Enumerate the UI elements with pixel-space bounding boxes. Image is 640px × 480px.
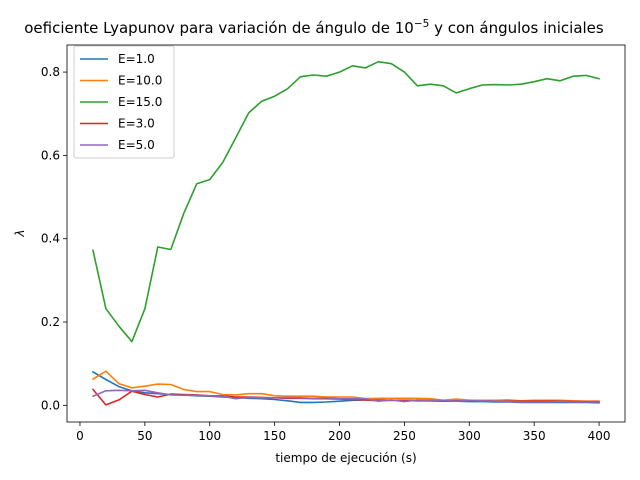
chart-title: oeficiente Lyapunov para variación de án… <box>24 18 604 37</box>
y-tick-label: 0.6 <box>41 148 60 162</box>
legend-label-e-10-0: E=10.0 <box>118 74 162 88</box>
legend-label-e-3-0: E=3.0 <box>118 117 155 131</box>
y-axis-label: λ <box>13 229 27 237</box>
x-tick-label: 150 <box>263 429 286 443</box>
x-axis-label: tiempo de ejecución (s) <box>275 451 416 465</box>
y-tick-label: 0.2 <box>41 315 60 329</box>
y-axis-ticks: 0.0 0.2 0.4 0.6 0.8 <box>41 65 67 412</box>
plot-lines <box>91 60 600 406</box>
chart-title-suffix: y con ángulos iniciales <box>429 19 604 37</box>
x-tick-label: 200 <box>328 429 351 443</box>
x-axis-ticks: 0 50 100 150 200 250 300 350 400 <box>76 422 610 443</box>
series-line-e-5-0 <box>91 389 600 403</box>
x-tick-label: 50 <box>137 429 152 443</box>
x-tick-label: 100 <box>198 429 221 443</box>
legend-label-e-1-0: E=1.0 <box>118 52 155 66</box>
legend: E=1.0 E=10.0 E=15.0 E=3.0 E=5.0 <box>73 45 175 159</box>
y-tick-label: 0.8 <box>41 65 60 79</box>
plot-frame <box>66 44 626 423</box>
legend-box <box>73 45 175 159</box>
x-tick-label: 250 <box>393 429 416 443</box>
x-tick-label: 400 <box>588 429 611 443</box>
y-tick-label: 0.0 <box>41 398 60 412</box>
x-tick-label: 300 <box>458 429 481 443</box>
x-tick-label: 0 <box>76 429 84 443</box>
series-line-e-10-0 <box>91 370 600 403</box>
series-line-e-15-0 <box>92 60 600 343</box>
legend-label-e-5-0: E=5.0 <box>118 138 155 152</box>
legend-label-e-15-0: E=15.0 <box>118 95 162 109</box>
y-tick-label: 0.4 <box>41 232 60 246</box>
x-tick-label: 350 <box>523 429 546 443</box>
chart-title-exponent: −5 <box>414 18 429 30</box>
